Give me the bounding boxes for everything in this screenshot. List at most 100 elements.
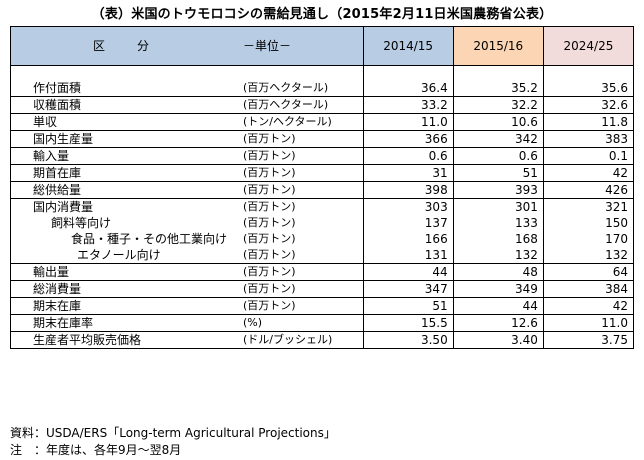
cell-2014-15: 366 bbox=[362, 130, 454, 148]
table-row: 収穫面積 (百万ヘクタール) 33.2 32.2 32.6 bbox=[10, 96, 635, 114]
row-label: 生産者平均販売価格 bbox=[33, 333, 142, 347]
cell-2024-25: 0.1 bbox=[542, 147, 635, 165]
cell-2015-16: 12.6 bbox=[452, 314, 544, 332]
row-label: 輸入量 bbox=[33, 149, 70, 163]
cell-2024-25: 150 bbox=[542, 215, 635, 231]
spacer-row bbox=[10, 65, 635, 80]
header-year-2015-16: 2015/16 bbox=[452, 26, 544, 66]
cell-2015-16: 342 bbox=[452, 130, 544, 148]
row-label: 単収 bbox=[33, 115, 58, 129]
table-row: 輸入量 (百万トン) 0.6 0.6 0.1 bbox=[10, 147, 635, 165]
table-row: 食品・種子・その他工業向け (百万トン) 166 168 170 bbox=[10, 231, 635, 247]
table-title: （表）米国のトウモロコシの需給見通し（2015年2月11日米国農務省公表） bbox=[91, 7, 553, 22]
cell-2015-16: 349 bbox=[452, 280, 544, 298]
cell-2014-15: 15.5 bbox=[362, 314, 454, 332]
cell-2024-25: 170 bbox=[542, 231, 635, 247]
table-row: 作付面積 (百万ヘクタール) 36.4 35.2 35.6 bbox=[10, 80, 635, 97]
cell-2024-25: 3.75 bbox=[542, 331, 635, 349]
cell-2024-25: 11.8 bbox=[542, 113, 635, 131]
row-unit: (トン/ヘクタール) bbox=[243, 115, 332, 128]
cell-2014-15: 31 bbox=[362, 164, 454, 182]
cell-2015-16: 44 bbox=[452, 297, 544, 315]
row-label: 国内消費量 bbox=[33, 200, 94, 214]
row-unit: (百万ヘクタール) bbox=[243, 81, 329, 94]
cell-2024-25: 426 bbox=[542, 181, 635, 199]
row-label: 総消費量 bbox=[33, 282, 82, 296]
cell-2024-25: 384 bbox=[542, 280, 635, 298]
row-label: 国内生産量 bbox=[33, 132, 94, 146]
row-unit: (百万トン) bbox=[243, 216, 296, 229]
header-row: 区 分 －単位－ 2014/15 2015/16 2024/25 bbox=[10, 26, 635, 66]
row-label: エタノール向け bbox=[77, 248, 161, 262]
header-year-2014-15: 2014/15 bbox=[362, 26, 454, 66]
cell-2024-25: 132 bbox=[542, 247, 635, 264]
cell-2024-25: 32.6 bbox=[542, 96, 635, 114]
row-unit: (百万トン) bbox=[243, 200, 296, 213]
table-row: 単収 (トン/ヘクタール) 11.0 10.6 11.8 bbox=[10, 113, 635, 131]
cell-2024-25: 64 bbox=[542, 263, 635, 281]
table-row: 輸出量 (百万トン) 44 48 64 bbox=[10, 263, 635, 281]
table-row: 国内消費量 (百万トン) 303 301 321 bbox=[10, 198, 635, 215]
header-year-2024-25: 2024/25 bbox=[542, 26, 635, 66]
cell-2014-15: 131 bbox=[362, 247, 454, 264]
period-note: 注 ：年度は、各年9月～翌8月 bbox=[10, 443, 182, 457]
cell-2015-16: 35.2 bbox=[452, 80, 544, 97]
row-unit: (百万トン) bbox=[243, 183, 296, 196]
row-label: 総供給量 bbox=[33, 183, 82, 197]
row-unit: (百万トン) bbox=[243, 149, 296, 162]
cell-2014-15: 398 bbox=[362, 181, 454, 199]
cell-2024-25: 321 bbox=[542, 198, 635, 215]
row-unit: (百万トン) bbox=[243, 166, 296, 179]
table-row: 総消費量 (百万トン) 347 349 384 bbox=[10, 280, 635, 298]
header-kubun: 区 分 bbox=[93, 39, 160, 53]
cell-2015-16: 132 bbox=[452, 247, 544, 264]
cell-2015-16: 301 bbox=[452, 198, 544, 215]
row-unit: (ドル/ブッシェル) bbox=[243, 333, 333, 346]
row-unit: (百万トン) bbox=[243, 282, 296, 295]
cell-2015-16: 10.6 bbox=[452, 113, 544, 131]
row-label: 期末在庫率 bbox=[33, 316, 94, 330]
cell-2014-15: 0.6 bbox=[362, 147, 454, 165]
cell-2015-16: 32.2 bbox=[452, 96, 544, 114]
table-row: 期首在庫 (百万トン) 31 51 42 bbox=[10, 164, 635, 182]
row-unit: (百万トン) bbox=[243, 248, 296, 261]
row-label: 作付面積 bbox=[33, 81, 82, 95]
row-unit: (百万トン) bbox=[243, 132, 296, 145]
cell-2015-16: 393 bbox=[452, 181, 544, 199]
header-category-cell: 区 分 －単位－ bbox=[10, 26, 364, 66]
row-label: 収穫面積 bbox=[33, 98, 82, 112]
cell-2014-15: 51 bbox=[362, 297, 454, 315]
cell-2014-15: 44 bbox=[362, 263, 454, 281]
table-row: 国内生産量 (百万トン) 366 342 383 bbox=[10, 130, 635, 148]
source-note: 資料：USDA/ERS「Long-term Agricultural Proje… bbox=[10, 426, 336, 440]
table-row: 生産者平均販売価格 (ドル/ブッシェル) 3.50 3.40 3.75 bbox=[10, 331, 635, 349]
row-unit: (百万トン) bbox=[243, 265, 296, 278]
row-label: 輸出量 bbox=[33, 265, 70, 279]
cell-2024-25: 35.6 bbox=[542, 80, 635, 97]
row-unit: (百万ヘクタール) bbox=[243, 98, 329, 111]
cell-2014-15: 137 bbox=[362, 215, 454, 231]
row-label: 期首在庫 bbox=[33, 166, 82, 180]
cell-2024-25: 383 bbox=[542, 130, 635, 148]
cell-2014-15: 33.2 bbox=[362, 96, 454, 114]
cell-2015-16: 51 bbox=[452, 164, 544, 182]
table-row: 飼料等向け (百万トン) 137 133 150 bbox=[10, 215, 635, 231]
cell-2015-16: 0.6 bbox=[452, 147, 544, 165]
row-label: 期末在庫 bbox=[33, 299, 82, 313]
cell-2014-15: 303 bbox=[362, 198, 454, 215]
cell-2015-16: 3.40 bbox=[452, 331, 544, 349]
row-unit: (百万トン) bbox=[243, 232, 296, 245]
cell-2014-15: 11.0 bbox=[362, 113, 454, 131]
cell-2015-16: 48 bbox=[452, 263, 544, 281]
cell-2014-15: 36.4 bbox=[362, 80, 454, 97]
header-unit: －単位－ bbox=[243, 39, 292, 53]
cell-2014-15: 166 bbox=[362, 231, 454, 247]
cell-2015-16: 133 bbox=[452, 215, 544, 231]
cell-2014-15: 3.50 bbox=[362, 331, 454, 349]
supply-demand-table: 区 分 －単位－ 2014/15 2015/16 2024/25 作付面積 (百万… bbox=[10, 26, 635, 349]
cell-2024-25: 42 bbox=[542, 164, 635, 182]
cell-2014-15: 347 bbox=[362, 280, 454, 298]
row-unit: (百万トン) bbox=[243, 299, 296, 312]
row-unit: (%) bbox=[243, 316, 263, 329]
